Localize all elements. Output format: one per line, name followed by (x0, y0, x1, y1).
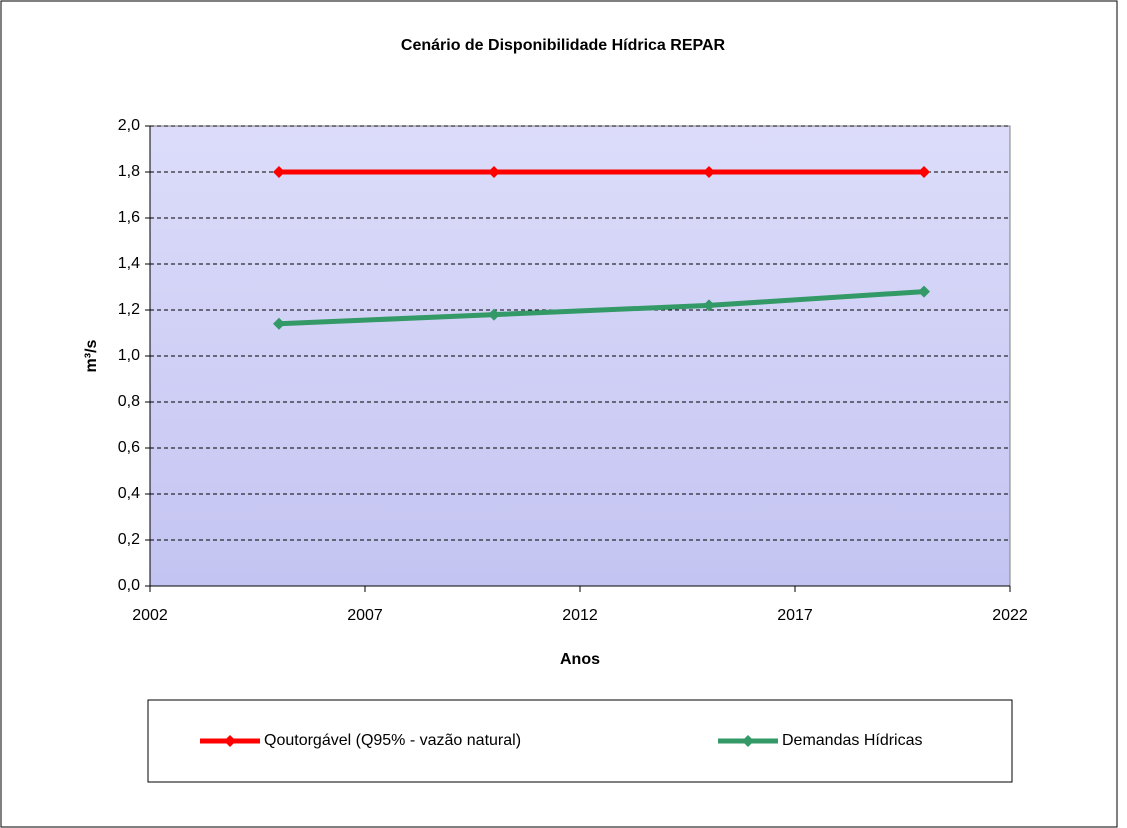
marker (703, 299, 715, 312)
y-axis-title: m³/s (83, 339, 100, 372)
x-tick-label: 2022 (992, 607, 1028, 624)
x-tick-label: 2012 (562, 607, 598, 624)
y-tick-label: 1,6 (118, 209, 140, 226)
x-tick-label: 2002 (132, 607, 168, 624)
marker (488, 308, 500, 321)
marker (918, 285, 930, 298)
line (278, 289, 925, 327)
x-axis-title: Anos (560, 651, 600, 668)
chart-title: Cenário de Disponibilidade Hídrica REPAR (401, 37, 726, 54)
marker (918, 166, 930, 178)
y-tick-label: 1,0 (118, 347, 140, 364)
y-tick-label: 1,4 (118, 255, 140, 272)
y-tick-label: 0,2 (118, 531, 140, 548)
legend-label: Qoutorgável (Q95% - vazão natural) (264, 732, 521, 749)
y-tick-label: 0,0 (118, 577, 140, 594)
marker (273, 166, 285, 178)
marker (273, 317, 285, 330)
legend-label: Demandas Hídricas (782, 732, 923, 749)
marker (703, 166, 715, 178)
x-tick-label: 2007 (347, 607, 383, 624)
legend (147, 699, 1013, 783)
y-tick-label: 0,4 (118, 485, 140, 502)
x-tick-label: 2017 (777, 607, 813, 624)
marker (488, 166, 500, 178)
marker (224, 735, 236, 747)
y-tick-label: 2,0 (118, 117, 140, 134)
marker (742, 735, 754, 747)
y-tick-label: 0,8 (118, 393, 140, 410)
y-tick-label: 1,2 (118, 301, 140, 318)
y-tick-label: 1,8 (118, 163, 140, 180)
y-tick-label: 0,6 (118, 439, 140, 456)
